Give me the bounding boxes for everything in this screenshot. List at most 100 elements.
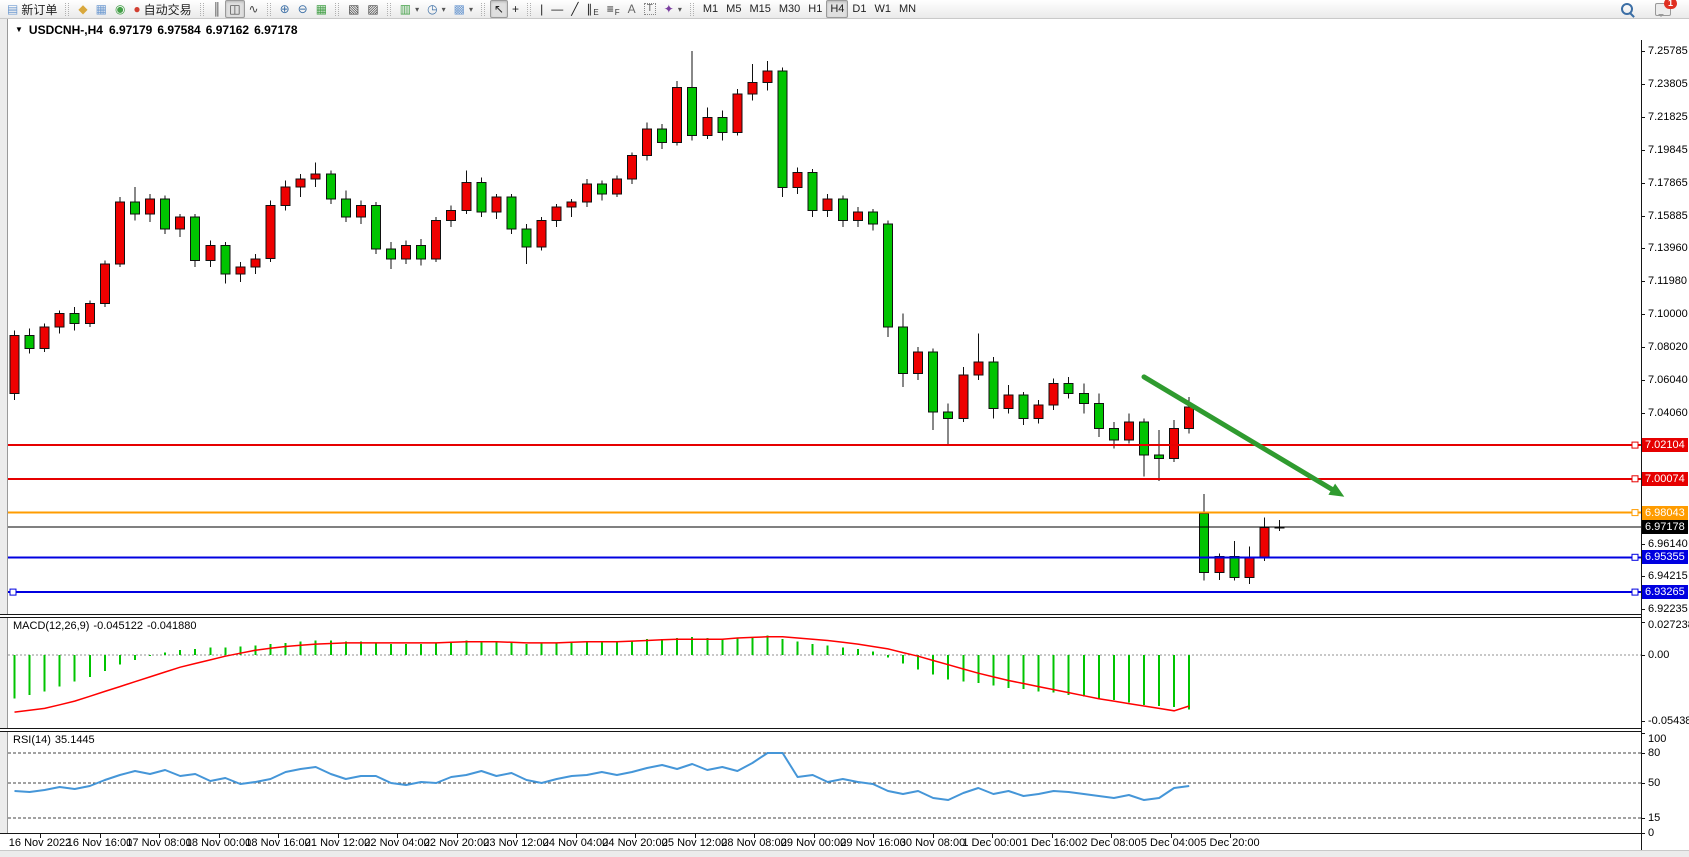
candlestick-chart-icon: ◫ xyxy=(229,2,241,16)
line-anchor[interactable] xyxy=(1631,588,1639,596)
bear-candle xyxy=(717,116,728,133)
new-order-button[interactable]: ▤ 新订单 xyxy=(3,0,61,18)
rsi-pane[interactable]: RSI(14) 35.1445 xyxy=(8,732,1641,833)
periods-button[interactable]: ◷ ▾ xyxy=(423,0,450,18)
toolbar-group-separator xyxy=(199,2,204,16)
bull-candle xyxy=(205,245,216,261)
macd-axis-label: 0.027238 xyxy=(1648,619,1689,631)
time-axis-tick xyxy=(813,834,815,838)
line-anchor[interactable] xyxy=(1631,475,1639,483)
crosshair-button[interactable]: + xyxy=(508,0,523,18)
macd-axis-tick xyxy=(1641,655,1645,656)
time-axis-tick xyxy=(635,834,636,838)
bull-candle xyxy=(1048,383,1059,406)
notifications-button[interactable]: 1 xyxy=(1651,0,1677,18)
depth-window-button[interactable]: ▨ xyxy=(363,0,382,18)
zoom-out-button[interactable]: ⊖ xyxy=(294,0,312,18)
time-axis-label: 5 Dec 04:00 xyxy=(1140,837,1201,849)
bar-chart-button[interactable]: ║ xyxy=(209,0,226,18)
signals-icon: ◉ xyxy=(114,2,126,16)
price-axis[interactable]: 7.02104 7.00074 6.98043 6.97178 6.95355 6.932… xyxy=(1641,19,1689,850)
price-line-label: 6.97178 xyxy=(1642,520,1688,535)
timeframe-m5-button[interactable]: M5 xyxy=(722,0,745,18)
time-axis-label: 25 Nov 12:00 xyxy=(661,837,728,849)
horizontal-line-button[interactable]: — xyxy=(547,0,567,18)
toolbar-group-separator xyxy=(480,2,485,16)
line-anchor[interactable] xyxy=(9,588,17,596)
bull-candle xyxy=(235,266,246,275)
price-line-label: 6.95355 xyxy=(1642,550,1688,565)
bear-candle xyxy=(340,198,351,218)
signals-button[interactable]: ◉ xyxy=(111,0,129,18)
rsi-axis-tick xyxy=(1641,753,1645,754)
text-button[interactable]: A xyxy=(624,0,640,18)
line-anchor[interactable] xyxy=(1631,441,1639,449)
text-label-button[interactable]: T xyxy=(640,0,660,18)
line-chart-button[interactable]: ∿ xyxy=(245,0,263,18)
equidistant-channel-icon: ∥ xyxy=(586,2,593,16)
chart-profile-button[interactable]: ▦ xyxy=(92,0,111,18)
time-axis-tick xyxy=(754,834,755,838)
time-axis-label: 18 Nov 16:00 xyxy=(245,837,311,849)
rsi-axis-label: 80 xyxy=(1648,747,1661,759)
indicator-window-button[interactable]: ▧ xyxy=(344,0,363,18)
time-axis-tick xyxy=(1170,834,1172,838)
timeframe-w1-button[interactable]: W1 xyxy=(870,0,895,18)
bear-candle xyxy=(370,205,381,250)
timeframe-h1-button[interactable]: H1 xyxy=(804,0,826,18)
rsi-axis-tick xyxy=(1641,733,1645,734)
pane-separator[interactable] xyxy=(0,614,1689,618)
auto-trading-button[interactable]: ● 自动交易 xyxy=(129,0,195,18)
fibonacci-icon: ≡ xyxy=(606,2,614,16)
new-chart-button[interactable]: ▥ ▾ xyxy=(396,0,423,18)
arrow-head[interactable] xyxy=(1328,483,1345,497)
trendline-button[interactable]: ╱ xyxy=(567,0,582,18)
equidistant-channel-button[interactable]: ∥ E xyxy=(582,0,602,18)
cursor-button[interactable]: ↖ xyxy=(489,0,509,18)
bull-candle xyxy=(642,128,652,157)
time-axis-tick xyxy=(218,834,220,838)
collapse-icon[interactable]: ▼ xyxy=(15,25,23,34)
bull-candle xyxy=(958,374,969,420)
bear-candle xyxy=(1139,421,1149,456)
macd-pane[interactable]: MACD(12,26,9) -0.045122 -0.041880 xyxy=(8,618,1641,728)
pane-separator[interactable] xyxy=(0,728,1689,732)
price-axis-label: 7.10000 xyxy=(1648,307,1688,320)
ohlc-close: 6.97178 xyxy=(254,22,298,37)
templates-button[interactable]: ▩ ▾ xyxy=(450,0,477,18)
search-button[interactable] xyxy=(1617,0,1637,18)
macd-chart-svg xyxy=(8,635,1641,713)
timeframe-m1-button[interactable]: M1 xyxy=(699,0,722,18)
arrows-button[interactable]: ✦ ▾ xyxy=(660,0,686,18)
zoom-in-button[interactable]: ⊕ xyxy=(276,0,294,18)
bull-candle xyxy=(672,86,683,143)
bear-candle xyxy=(160,198,171,230)
macd-axis-label: -0.054384 xyxy=(1648,715,1689,727)
bear-candle xyxy=(1018,394,1029,420)
time-axis-label: 1 Dec 16:00 xyxy=(1021,837,1082,849)
time-axis-label: 22 Nov 20:00 xyxy=(423,837,490,849)
line-anchor[interactable] xyxy=(1631,553,1639,561)
bull-candle xyxy=(54,313,65,328)
fibonacci-button[interactable]: ≡ F xyxy=(603,0,624,18)
timeframe-mn-button[interactable]: MN xyxy=(895,0,920,18)
arrow-annotation[interactable] xyxy=(1141,374,1340,496)
tile-windows-button[interactable]: ▦ xyxy=(312,0,331,18)
timeframe-m30-button[interactable]: M30 xyxy=(775,0,804,18)
timeframe-d1-button[interactable]: D1 xyxy=(848,0,870,18)
price-pane[interactable] xyxy=(8,40,1641,614)
line-anchor[interactable] xyxy=(1631,509,1639,517)
time-axis-label: 21 Nov 12:00 xyxy=(304,837,371,849)
candlestick-chart-button[interactable]: ◫ xyxy=(225,0,245,18)
time-axis[interactable]: 16 Nov 2022 16 Nov 16:00 17 Nov 08:00 18 No… xyxy=(0,833,1689,850)
rsi-axis-tick xyxy=(1641,833,1645,834)
bear-candle xyxy=(867,211,878,225)
timeframe-m15-button[interactable]: M15 xyxy=(745,0,774,18)
price-line-label: 7.00074 xyxy=(1642,471,1688,486)
bull-candle xyxy=(9,334,20,394)
timeframe-h4-button[interactable]: H4 xyxy=(826,0,849,18)
vertical-line-button[interactable]: | xyxy=(536,0,547,18)
eraser-button[interactable]: ◆ xyxy=(74,0,91,18)
bear-candle xyxy=(325,173,336,200)
time-axis-tick xyxy=(516,834,517,838)
